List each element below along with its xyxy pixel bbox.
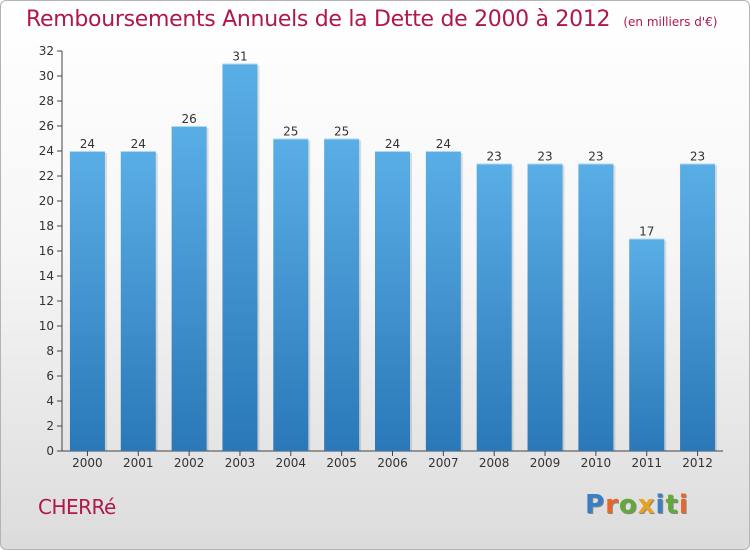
x-tick-label: 2009 [530,456,561,470]
y-tick-label: 6 [46,369,54,383]
bar [120,151,156,451]
x-tick-label: 2007 [428,456,459,470]
bar-value-label: 23 [537,150,552,164]
bar-value-label: 24 [80,137,95,151]
x-tick-label: 2001 [123,456,154,470]
bar-value-label: 17 [639,225,654,239]
y-tick-label: 32 [39,44,54,58]
chart-data-labels: 24 24 26 31 25 25 24 24 23 23 23 17 23 [80,50,705,239]
y-tick-label: 20 [39,194,54,208]
logo-letter: i [678,490,689,520]
x-tick-label: 2005 [326,456,357,470]
bar-value-label: 24 [436,137,451,151]
chart-title-text: Remboursements Annuels de la Dette de 20… [26,7,611,32]
bar [629,238,665,451]
bar [324,138,360,451]
y-tick-label: 2 [46,419,54,433]
x-tick-label: 2006 [377,456,408,470]
y-tick-label: 22 [39,169,54,183]
chart-bars [69,63,718,451]
y-tick-label: 4 [46,394,54,408]
logo-letter: i [655,490,666,520]
bar [425,151,461,451]
bar [476,163,512,451]
bar-value-label: 25 [283,125,298,139]
x-tick-label: 2004 [276,456,307,470]
y-tick-label: 16 [39,244,54,258]
bar-value-label: 23 [487,150,502,164]
logo-letter: r [605,490,619,520]
x-tick-label: 2010 [581,456,612,470]
bar-value-label: 23 [690,150,705,164]
bar-value-label: 24 [385,137,400,151]
bar [171,126,207,451]
y-tick-label: 8 [46,344,54,358]
y-tick-label: 10 [39,319,54,333]
x-tick-label: 2012 [682,456,713,470]
x-tick-label: 2008 [479,456,510,470]
bar-value-label: 23 [588,150,603,164]
bar-value-label: 26 [181,112,196,126]
y-tick-label: 30 [39,69,54,83]
bar-value-label: 31 [232,50,247,64]
logo-letter: o [618,490,638,520]
proxiti-logo: Proxiti [585,490,689,520]
x-tick-label: 2002 [174,456,205,470]
bar [222,63,258,451]
y-tick-label: 0 [46,444,54,458]
y-tick-label: 28 [39,94,54,108]
logo-letter: P [585,490,606,520]
x-tick-label: 2000 [72,456,103,470]
commune-name: CHERRé [38,495,116,519]
logo-letter: x [637,490,656,520]
bar [680,163,716,451]
bar [375,151,410,451]
bar [578,163,614,451]
x-tick-label: 2003 [225,456,256,470]
y-tick-label: 14 [39,269,54,283]
y-tick-label: 18 [39,219,54,233]
x-tick-label: 2011 [631,456,662,470]
chart-unit-label: (en milliers d'€) [623,15,718,29]
bar-value-label: 24 [131,137,146,151]
chart-title: Remboursements Annuels de la Dette de 20… [26,7,717,32]
logo-letter: t [665,490,679,520]
y-tick-label: 26 [39,119,54,133]
y-tick-label: 24 [39,144,54,158]
bar-value-label: 25 [334,125,349,139]
bar [69,151,105,451]
bar [273,138,309,451]
bar [527,163,563,451]
y-tick-label: 12 [39,294,54,308]
